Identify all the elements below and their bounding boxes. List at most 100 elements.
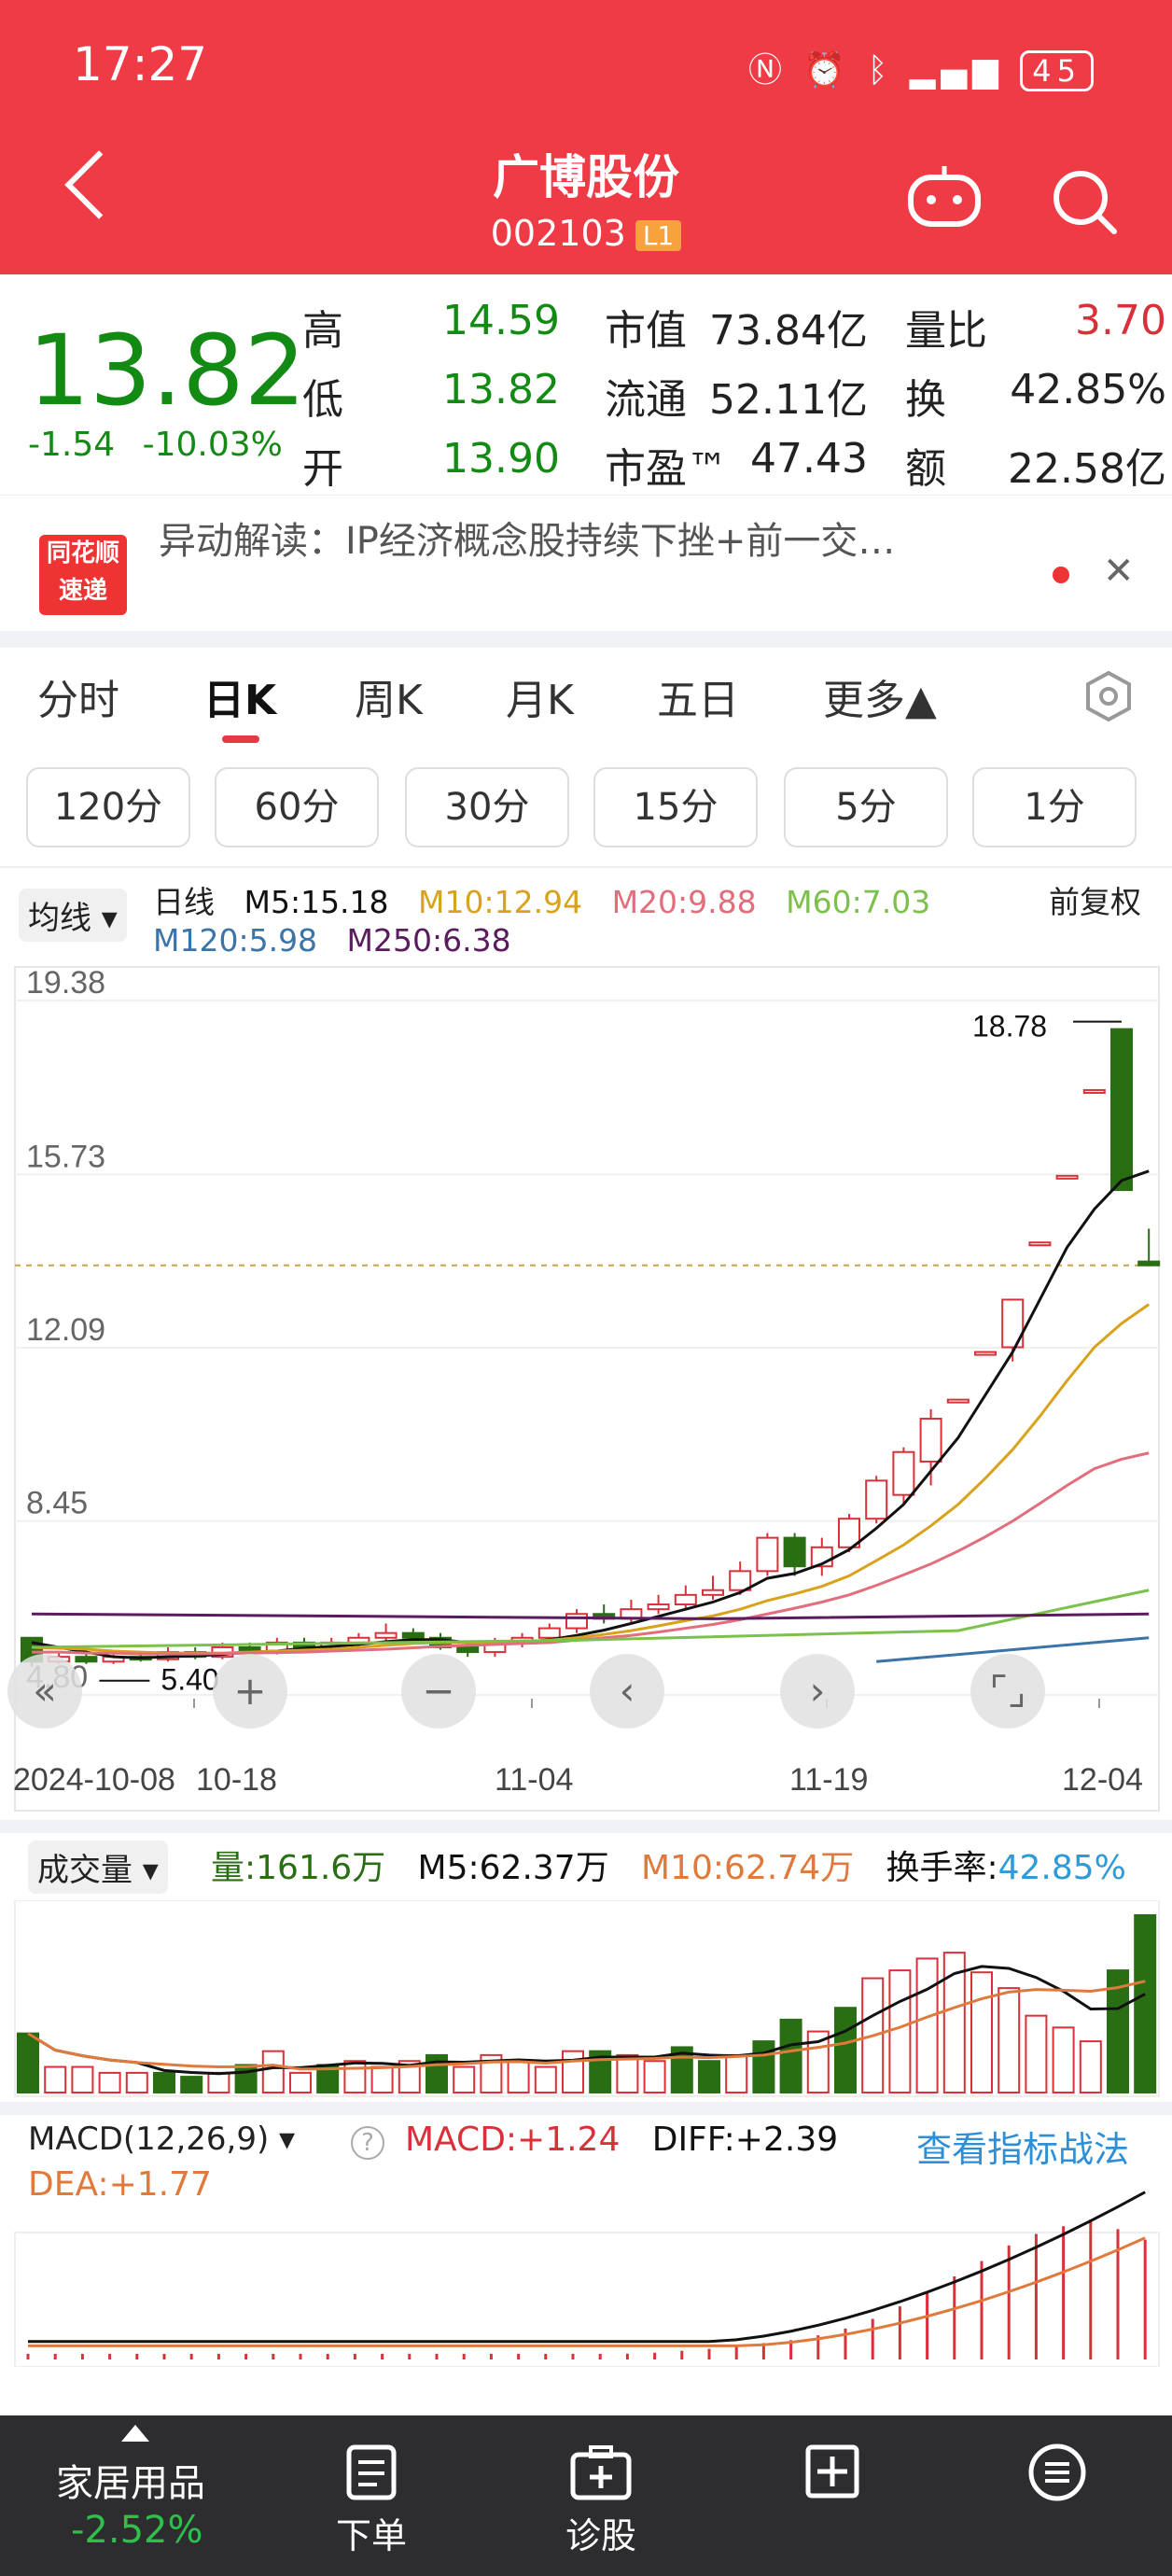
x-tick-label: 2024-10-08: [13, 1762, 175, 1798]
last-price: 13.82: [28, 314, 306, 427]
quote-v2-0: 73.84亿: [709, 307, 868, 355]
volume-bar: [44, 2065, 67, 2094]
sector-change: -2.52%: [71, 2509, 203, 2552]
volume-bar: [153, 2071, 175, 2093]
candle-body: [1110, 1028, 1133, 1192]
chart-control-glyph: ›: [810, 1668, 826, 1714]
battery-icon: 45: [1020, 50, 1094, 91]
volume-bar: [1052, 2026, 1075, 2093]
ma-legend-row2: M120:5.98 M250:6.38: [153, 922, 511, 959]
candle: [1137, 1228, 1161, 1267]
ma5-label: M5:15.18: [244, 884, 389, 920]
macd-chart[interactable]: [0, 2143, 1172, 2367]
x-tick-label: 11-19: [789, 1762, 868, 1798]
volume-bar: [71, 2065, 94, 2094]
chart-control-button[interactable]: [401, 1654, 476, 1729]
robot-assistant-icon[interactable]: [905, 164, 984, 230]
quote-k2-0: 市值: [605, 307, 687, 355]
indicator-strategy-link[interactable]: 查看指标战法: [916, 2129, 1130, 2170]
period-60m[interactable]: 60分: [215, 767, 379, 847]
candle: [674, 1585, 697, 1610]
period-1m[interactable]: 1分: [972, 767, 1137, 847]
period-120m[interactable]: 120分: [26, 767, 190, 847]
x-tick-label: 12-04: [1062, 1762, 1143, 1798]
period-30m[interactable]: 30分: [405, 767, 569, 847]
chart-control-button[interactable]: [590, 1654, 664, 1729]
quote-k3-2: 额: [905, 445, 946, 493]
volume-m10-line: [27, 1980, 1146, 2071]
tab-weekly-k[interactable]: 周K: [355, 677, 423, 724]
quote-k3-1: 换: [905, 376, 946, 424]
search-icon[interactable]: [1051, 168, 1118, 235]
alarm-icon: ⏰: [803, 51, 852, 90]
tab-intraday[interactable]: 分时: [37, 677, 119, 724]
candle: [620, 1599, 643, 1624]
volume-bar: [888, 1969, 912, 2093]
volume-bar: [725, 2053, 748, 2093]
candle-body: [75, 1656, 98, 1663]
candle-body: [838, 1518, 860, 1548]
chart-control-glyph: «: [33, 1668, 57, 1714]
candlestick-chart[interactable]: 19.3815.7312.098.454.802024-10-0810-1811…: [0, 961, 1172, 1820]
candle-body: [974, 1351, 997, 1356]
candle-body: [374, 1631, 398, 1639]
chart-tabs: 分时 日K 周K 月K 五日 更多▲: [0, 653, 1172, 743]
tab-five-day[interactable]: 五日: [657, 677, 739, 724]
tab-more[interactable]: 更多▲: [823, 677, 937, 724]
dea-line: [28, 2236, 1146, 2347]
tab-monthly-k[interactable]: 月K: [506, 677, 574, 724]
news-logo: 同花顺 速递: [39, 535, 127, 615]
chart-control-button[interactable]: [970, 1654, 1045, 1729]
diagnose-icon: [570, 2445, 632, 2500]
volume-m10: M10:62.74万: [641, 1849, 855, 1887]
ma60-label: M60:7.03: [786, 884, 931, 920]
macd-legend: MACD:+1.24 DIFF:+2.39: [405, 2121, 838, 2159]
diagnose-button[interactable]: 诊股: [565, 2443, 636, 2558]
candle-body: [537, 1627, 561, 1639]
volume-selector[interactable]: 成交量 ▾: [28, 1841, 168, 1894]
candle: [729, 1561, 752, 1595]
volume-bar: [453, 2065, 476, 2094]
ma-legend-row1: 日线 M5:15.18 M10:12.94 M20:9.88 M60:7.03: [153, 884, 931, 920]
macd-selector[interactable]: MACD(12,26,9) ▾: [28, 2121, 296, 2158]
dea-value: DEA:+1.77: [28, 2165, 212, 2204]
order-button[interactable]: 下单: [336, 2443, 407, 2558]
volume-chart[interactable]: [0, 1900, 1172, 2100]
close-icon[interactable]: ✕: [1103, 550, 1135, 593]
candle-body: [729, 1570, 752, 1591]
volume-bar: [970, 1971, 993, 2093]
volume-bar: [698, 2060, 720, 2094]
settings-hexagon-icon[interactable]: [1082, 670, 1135, 722]
active-tab-indicator: [222, 735, 259, 743]
quote-k2-2: 市盈™: [605, 445, 728, 493]
chart-control-button[interactable]: [7, 1654, 82, 1729]
x-tick-label: 11-04: [495, 1762, 573, 1798]
volume-bar: [915, 1957, 939, 2093]
quote-k1-0: 高: [302, 307, 343, 355]
divider: [0, 2102, 1172, 2115]
candle: [374, 1623, 398, 1643]
chart-control-glyph: ‹: [620, 1668, 635, 1714]
change-percent: -10.03%: [142, 426, 283, 464]
add-watchlist-icon[interactable]: [804, 2443, 860, 2499]
ma-selector[interactable]: 均线 ▾: [19, 889, 127, 942]
chart-control-button[interactable]: [213, 1654, 287, 1729]
chart-control-button[interactable]: [780, 1654, 855, 1729]
adjust-mode[interactable]: 前复权: [1049, 884, 1141, 920]
candle: [810, 1537, 833, 1576]
ma60-line: [31, 1589, 1150, 1649]
candle: [647, 1594, 670, 1615]
period-15m[interactable]: 15分: [593, 767, 758, 847]
period-5m[interactable]: 5分: [784, 767, 948, 847]
menu-icon[interactable]: [1026, 2442, 1088, 2503]
sector-name[interactable]: 家居用品: [56, 2462, 205, 2505]
tab-daily-k[interactable]: 日K: [203, 677, 277, 724]
help-icon[interactable]: ?: [351, 2126, 384, 2160]
volume-bar: [1107, 1969, 1129, 2093]
quote-k1-1: 低: [302, 376, 343, 424]
diff-line: [28, 2191, 1146, 2344]
news-banner[interactable]: 同花顺 速递 异动解读：IP经济概念股持续下挫+前一交… ✕: [0, 495, 1172, 635]
y-tick-label: 19.38: [26, 965, 105, 1001]
candle-body: [865, 1479, 888, 1520]
chart-control-glyph: +: [233, 1668, 266, 1714]
